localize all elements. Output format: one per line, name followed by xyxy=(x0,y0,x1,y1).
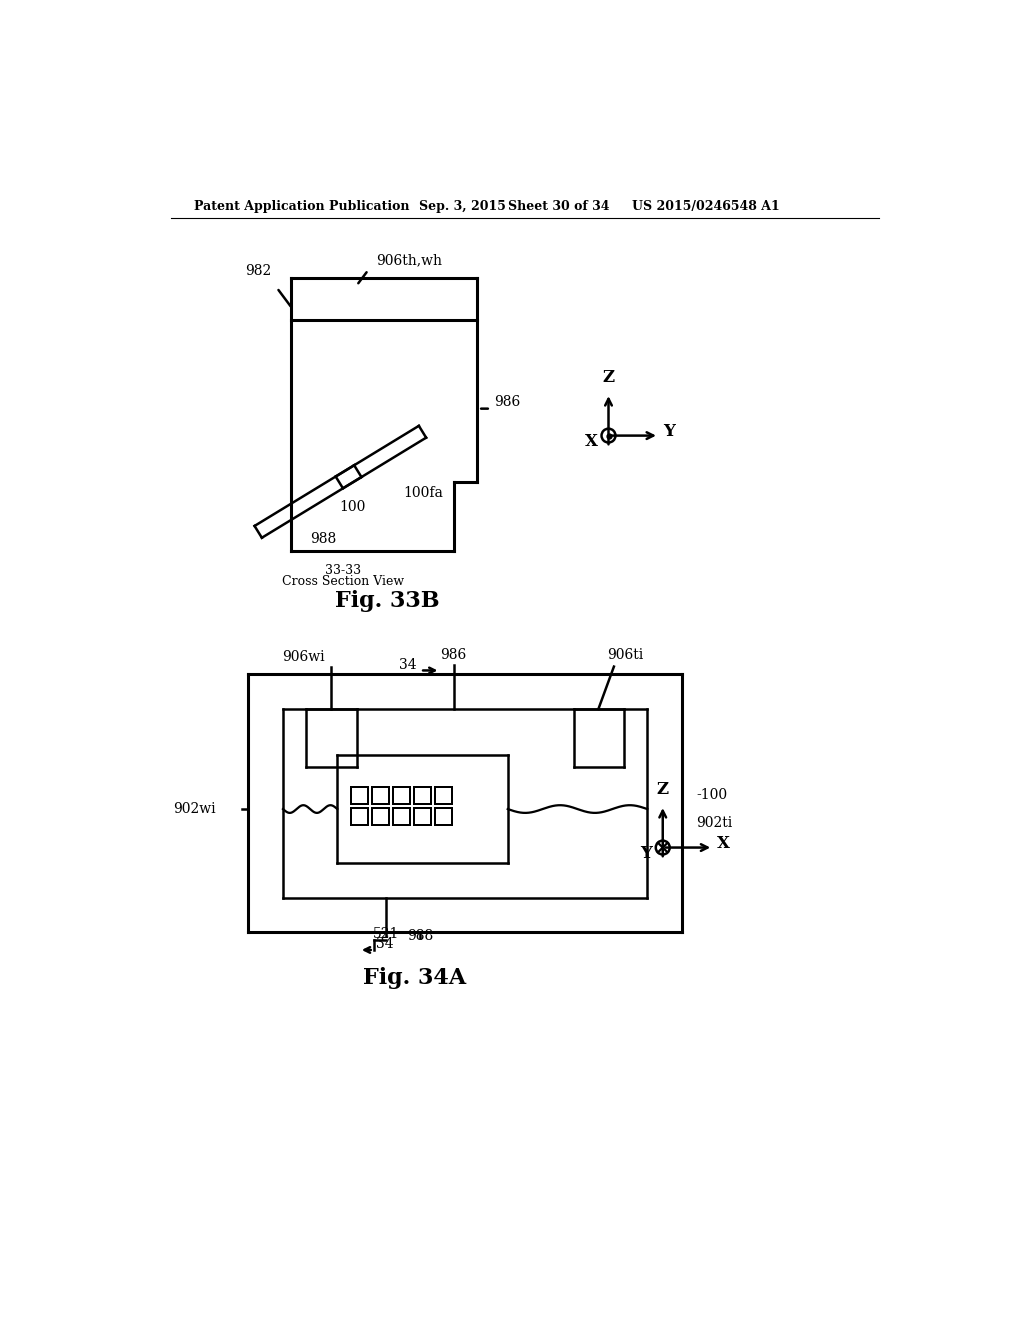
Text: 986: 986 xyxy=(494,396,520,409)
Bar xyxy=(414,788,431,804)
Text: Fig. 34A: Fig. 34A xyxy=(364,966,466,989)
Text: 988: 988 xyxy=(408,929,433,942)
Text: 100: 100 xyxy=(340,500,366,513)
Text: 902ti: 902ti xyxy=(696,816,732,830)
Text: Cross Section View: Cross Section View xyxy=(283,576,404,587)
Bar xyxy=(393,808,410,825)
Bar xyxy=(372,808,389,825)
Text: 906wi: 906wi xyxy=(283,651,326,664)
Text: X: X xyxy=(717,834,730,851)
Text: X: X xyxy=(585,433,598,450)
Text: Y: Y xyxy=(663,422,675,440)
Text: -100: -100 xyxy=(696,788,727,803)
Text: 521: 521 xyxy=(373,928,399,941)
Text: 34: 34 xyxy=(399,657,417,672)
Text: 100fa: 100fa xyxy=(403,486,443,500)
Text: Z: Z xyxy=(602,368,614,385)
Text: Sheet 30 of 34: Sheet 30 of 34 xyxy=(508,199,609,213)
Bar xyxy=(372,788,389,804)
Text: Y: Y xyxy=(640,845,651,862)
Bar xyxy=(414,808,431,825)
Text: Patent Application Publication: Patent Application Publication xyxy=(194,199,410,213)
Text: 982: 982 xyxy=(245,264,271,279)
Text: Sep. 3, 2015: Sep. 3, 2015 xyxy=(419,199,506,213)
Text: Fig. 33B: Fig. 33B xyxy=(335,590,440,611)
Bar xyxy=(435,808,452,825)
Text: 902wi: 902wi xyxy=(173,803,216,816)
Bar xyxy=(393,788,410,804)
Text: 34: 34 xyxy=(376,937,393,952)
Bar xyxy=(351,788,369,804)
Text: 988: 988 xyxy=(310,532,336,546)
Bar xyxy=(435,788,452,804)
Text: US 2015/0246548 A1: US 2015/0246548 A1 xyxy=(632,199,779,213)
Bar xyxy=(351,808,369,825)
Text: 906th,wh: 906th,wh xyxy=(376,253,442,268)
Text: 986: 986 xyxy=(440,648,467,661)
Text: 33-33: 33-33 xyxy=(326,564,361,577)
Text: Z: Z xyxy=(656,780,669,797)
Text: 906ti: 906ti xyxy=(607,648,644,661)
